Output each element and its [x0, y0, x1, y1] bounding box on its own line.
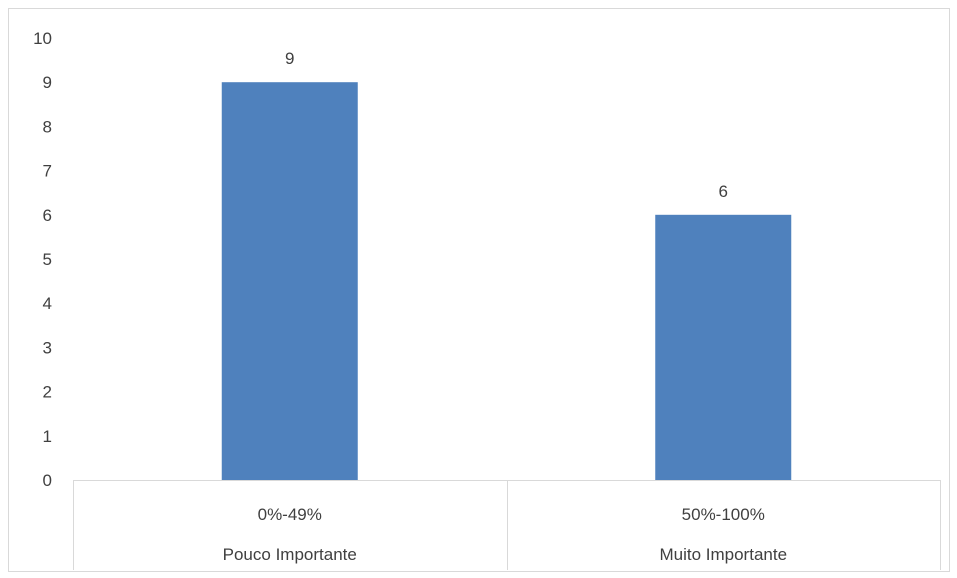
chart-frame — [8, 8, 950, 572]
data-label: 9 — [285, 49, 294, 68]
x-group-label: Pouco Importante — [223, 545, 357, 564]
x-group-label: Muito Importante — [659, 545, 787, 564]
bar — [655, 214, 792, 481]
x-axis: 0%-49% Pouco Importante 50%-100% Muito Impo… — [73, 480, 941, 570]
y-tick-label: 6 — [43, 206, 52, 225]
y-tick-label: 8 — [43, 117, 52, 136]
x-tick-label: 0%-49% — [258, 505, 322, 524]
y-axis: 0 1 2 3 4 5 6 7 8 9 10 — [33, 29, 52, 490]
y-tick-label: 2 — [43, 383, 52, 402]
y-tick-label: 10 — [33, 29, 52, 48]
y-tick-label: 3 — [43, 338, 52, 357]
y-tick-label: 4 — [43, 294, 52, 313]
y-tick-label: 5 — [43, 250, 52, 269]
x-tick-label: 50%-100% — [682, 505, 765, 524]
bars: 96 — [221, 49, 792, 481]
y-tick-label: 1 — [43, 427, 52, 446]
y-tick-label: 9 — [43, 73, 52, 92]
bar — [221, 82, 358, 480]
y-tick-label: 0 — [43, 471, 52, 490]
y-tick-label: 7 — [43, 162, 52, 181]
data-label: 6 — [719, 182, 728, 201]
